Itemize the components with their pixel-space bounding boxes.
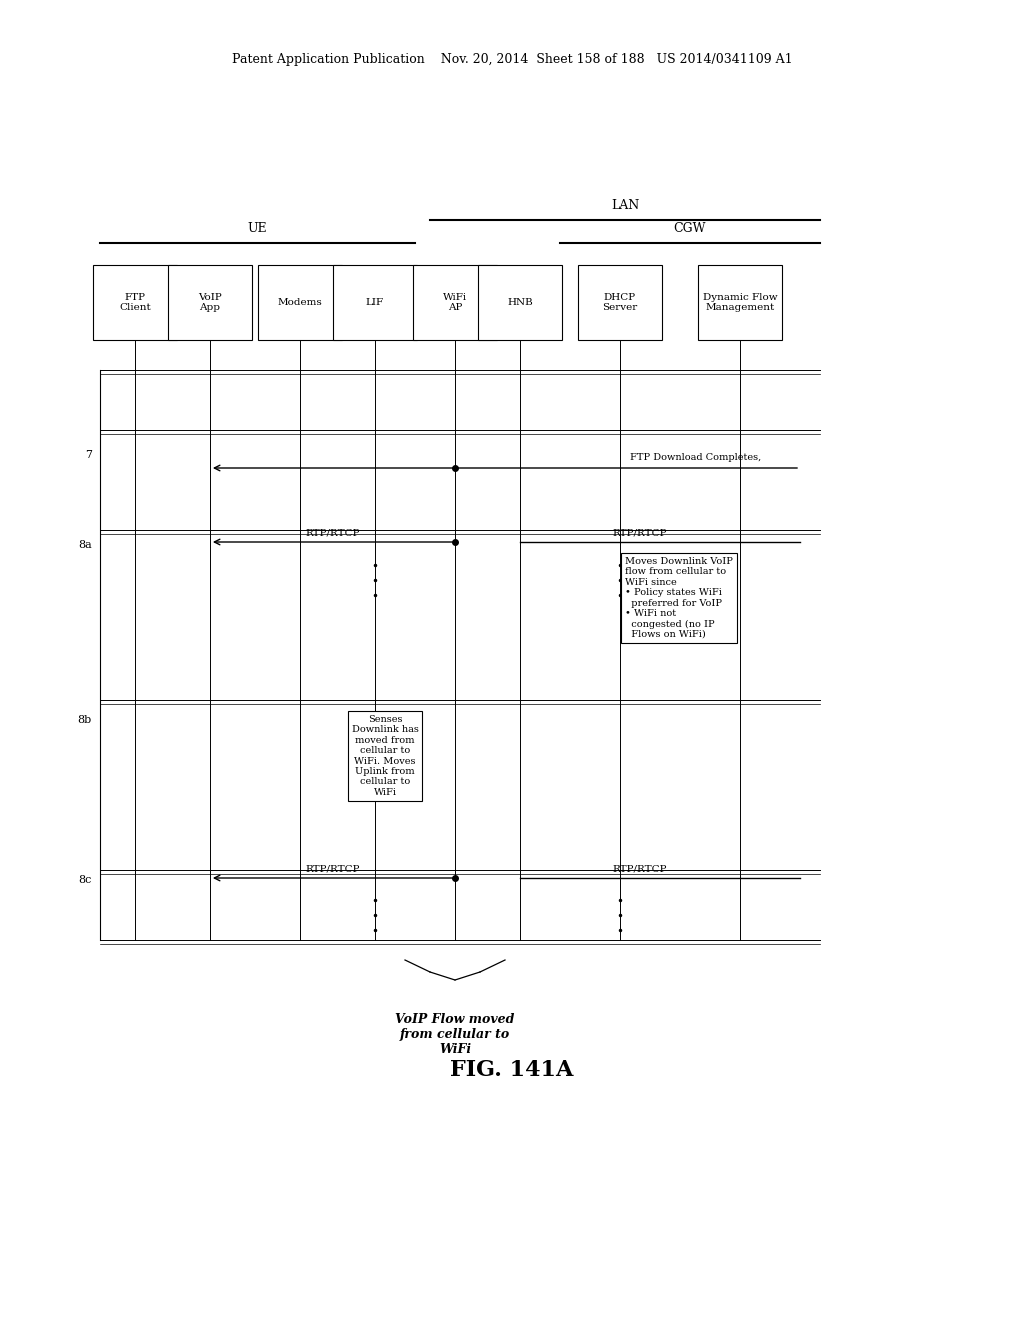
Text: Modems: Modems xyxy=(278,298,323,308)
Text: Senses
Downlink has
moved from
cellular to
WiFi. Moves
Uplink from
cellular to
W: Senses Downlink has moved from cellular … xyxy=(351,715,419,797)
Text: FTP
Client: FTP Client xyxy=(119,293,151,313)
Text: VoIP Flow moved
from cellular to
WiFi: VoIP Flow moved from cellular to WiFi xyxy=(395,1012,515,1056)
Text: RTP/RTCP: RTP/RTCP xyxy=(305,865,359,873)
Text: LIF: LIF xyxy=(366,298,384,308)
Text: CGW: CGW xyxy=(674,222,707,235)
Bar xyxy=(93,265,177,341)
Text: RTP/RTCP: RTP/RTCP xyxy=(612,865,668,873)
Bar xyxy=(168,265,252,341)
Bar xyxy=(578,265,662,341)
Text: 8b: 8b xyxy=(78,715,92,725)
Text: RTP/RTCP: RTP/RTCP xyxy=(612,528,668,537)
Bar xyxy=(478,265,562,341)
Bar xyxy=(258,265,342,341)
Text: 7: 7 xyxy=(85,450,92,459)
Bar xyxy=(333,265,417,341)
Text: Dynamic Flow
Management: Dynamic Flow Management xyxy=(702,293,777,313)
Bar xyxy=(413,265,497,341)
Text: 8a: 8a xyxy=(78,540,92,550)
Text: DHCP
Server: DHCP Server xyxy=(602,293,638,313)
Text: UE: UE xyxy=(248,222,267,235)
Text: WiFi
AP: WiFi AP xyxy=(443,293,467,313)
Text: Moves Downlink VoIP
flow from cellular to
WiFi since
• Policy states WiFi
  pref: Moves Downlink VoIP flow from cellular t… xyxy=(625,557,733,639)
Text: HNB: HNB xyxy=(507,298,532,308)
Text: 8c: 8c xyxy=(79,875,92,884)
Text: FTP Download Completes,: FTP Download Completes, xyxy=(630,453,761,462)
Text: RTP/RTCP: RTP/RTCP xyxy=(305,528,359,537)
Text: LAN: LAN xyxy=(611,199,639,213)
Text: VoIP
App: VoIP App xyxy=(198,293,222,313)
Text: Patent Application Publication    Nov. 20, 2014  Sheet 158 of 188   US 2014/0341: Patent Application Publication Nov. 20, … xyxy=(231,54,793,66)
Bar xyxy=(698,265,782,341)
Text: FIG. 141A: FIG. 141A xyxy=(451,1059,573,1081)
